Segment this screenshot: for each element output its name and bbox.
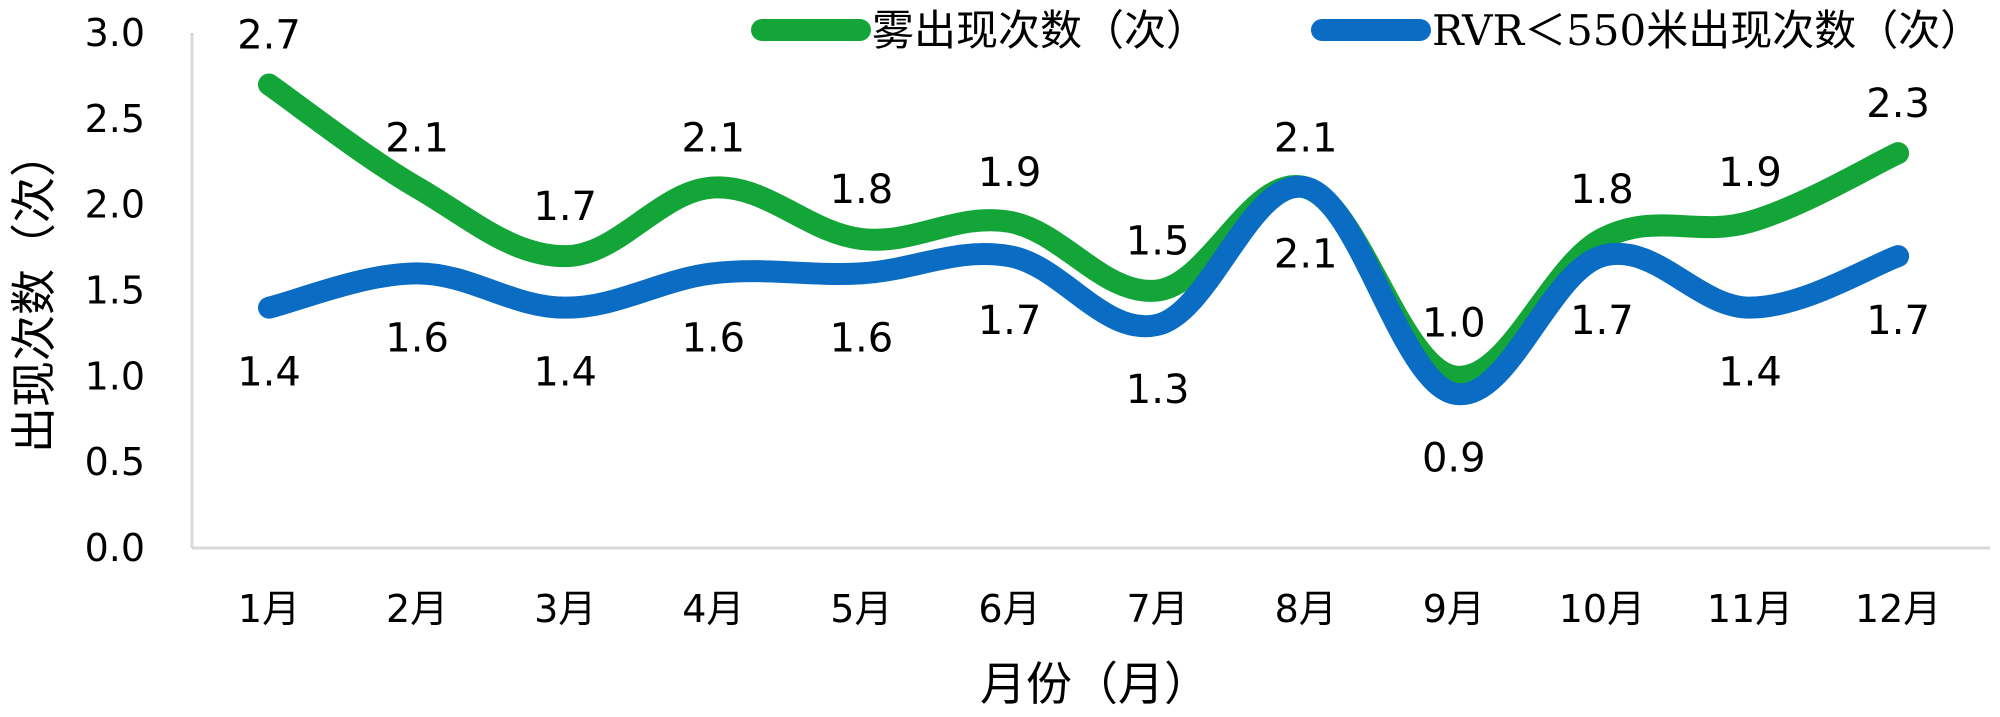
y-axis-title: 出现次数（次）: [7, 131, 61, 453]
fog-data-label: 1.8: [1570, 167, 1634, 213]
fog-data-label: 1.9: [1718, 150, 1782, 196]
legend-label: RVR＜550米出现次数（次）: [1432, 6, 1982, 55]
y-tick-label: 1.0: [85, 354, 145, 398]
fog-data-label: 1.9: [978, 150, 1042, 196]
rvr-data-label: 1.4: [533, 350, 597, 396]
fog-data-label: 1.5: [1126, 219, 1190, 265]
fog-data-label: 2.1: [385, 116, 449, 162]
rvr-data-label: 1.7: [1570, 298, 1634, 344]
fog-data-label: 2.3: [1866, 81, 1930, 127]
legend-label: 雾出现次数（次）: [872, 6, 1208, 55]
y-tick-label: 0.0: [85, 526, 145, 570]
y-tick-label: 2.5: [85, 97, 145, 141]
y-tick-label: 2.0: [85, 183, 145, 227]
axes: 0.0 0.5 1.0 1.5 2.0 2.5 3.0 1月 2月 3月 4月 5月 6月 7月 8月 9月 1…: [85, 11, 1990, 631]
rvr-data-label: 1.6: [385, 315, 449, 361]
fog-series-line: [258, 73, 1910, 388]
rvr-data-label: 1.6: [681, 315, 745, 361]
fog-data-label: 1.0: [1422, 300, 1486, 346]
y-tick-label: 1.5: [85, 269, 145, 313]
rvr-data-label: 1.7: [1866, 298, 1930, 344]
x-tick-label: 11月: [1707, 587, 1793, 631]
data-labels: 2.7 2.1 1.7 2.1 1.8 1.9 1.5 2.1 1.0 1.8 1.9 2.3 1.4 1…: [237, 13, 1930, 482]
x-tick-label: 2月: [386, 587, 448, 631]
y-tick-label: 0.5: [85, 440, 145, 484]
x-tick-label: 3月: [534, 587, 596, 631]
rvr-data-label: 1.3: [1126, 367, 1190, 413]
fog-data-label: 2.7: [237, 13, 301, 59]
fog-data-label: 1.7: [533, 184, 597, 230]
x-tick-label: 5月: [830, 587, 892, 631]
fog-data-label: 2.1: [1274, 116, 1338, 162]
x-tick-label: 8月: [1275, 587, 1337, 631]
y-tick-label: 3.0: [85, 11, 145, 55]
rvr-data-label: 1.7: [978, 298, 1042, 344]
x-tick-label: 7月: [1127, 587, 1189, 631]
x-tick-label: 6月: [978, 587, 1040, 631]
x-tick-label: 1月: [238, 587, 300, 631]
x-axis-title: 月份（月）: [980, 657, 1210, 711]
legend: 雾出现次数（次） RVR＜550米出现次数（次）: [751, 6, 1982, 55]
rvr-data-label: 1.4: [237, 350, 301, 396]
series-lines: [258, 73, 1910, 406]
x-tick-label: 10月: [1559, 587, 1645, 631]
rvr-data-label: 1.4: [1718, 350, 1782, 396]
x-tick-label: 9月: [1423, 587, 1485, 631]
rvr-data-label: 2.1: [1274, 232, 1338, 278]
rvr-data-label: 1.6: [830, 315, 894, 361]
rvr-series-line: [258, 175, 1910, 406]
x-tick-label: 4月: [682, 587, 744, 631]
fog-data-label: 1.8: [830, 167, 894, 213]
rvr-data-label: 0.9: [1422, 436, 1486, 482]
fog-data-label: 2.1: [681, 116, 745, 162]
x-tick-label: 12月: [1855, 587, 1941, 631]
